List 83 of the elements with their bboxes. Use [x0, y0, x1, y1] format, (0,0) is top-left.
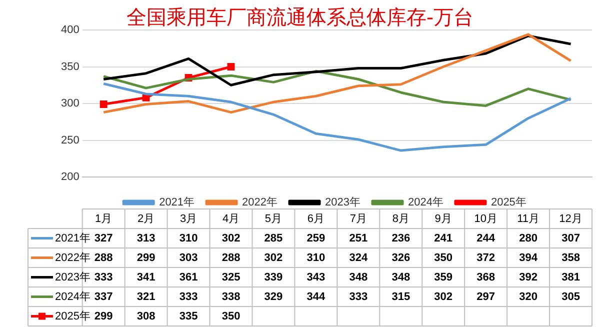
data-label: 288: [94, 252, 113, 264]
data-label: 350: [434, 252, 453, 264]
data-label: 280: [519, 232, 538, 244]
y-tick-label: 400: [60, 24, 80, 36]
legend-label: 2023年: [325, 196, 360, 209]
data-label: 251: [349, 232, 368, 244]
text: 2021年: [55, 232, 90, 244]
data-label: 325: [222, 271, 240, 284]
data-label: 348: [349, 271, 368, 284]
data-label: 310: [179, 232, 198, 244]
data-label: 308: [136, 310, 156, 322]
data-label: 321: [136, 290, 156, 303]
data-label: 344: [306, 290, 326, 303]
data-label: 244: [476, 232, 496, 244]
legend-label: 2022年: [242, 196, 278, 209]
chart-title: 全国乘用车厂商流通体系总体库存-万台: [126, 5, 474, 29]
data-label: 320: [519, 290, 538, 303]
data-label: 333: [94, 271, 113, 284]
y-tick-label: 350: [60, 60, 80, 73]
legend-label: 2021年: [159, 196, 195, 209]
data-label: 341: [136, 271, 156, 284]
data-label: 327: [94, 232, 113, 244]
data-label: 333: [179, 290, 198, 303]
data-label: 338: [222, 290, 240, 303]
x-tick-label: 1月: [95, 212, 112, 225]
data-label: 339: [264, 271, 283, 284]
text: 2023年: [55, 271, 90, 284]
y-tick-label: 300: [60, 98, 80, 110]
data-label: 324: [349, 252, 368, 264]
data-label: 358: [562, 252, 580, 264]
data-label: 335: [179, 310, 198, 322]
x-tick-label: 5月: [264, 212, 282, 225]
x-tick-label: 12月: [559, 212, 582, 225]
data-label: 288: [222, 252, 240, 264]
data-label: 329: [264, 290, 283, 303]
x-tick-label: 2月: [137, 212, 155, 225]
data-label: 394: [519, 252, 538, 264]
data-label: 303: [179, 252, 198, 264]
data-label: 305: [562, 290, 580, 303]
data-label: 302: [434, 290, 453, 303]
text: 2024年: [55, 290, 90, 303]
data-label: 359: [434, 271, 453, 284]
data-label: 315: [392, 290, 410, 303]
x-tick-label: 4月: [222, 212, 240, 225]
data-label: 337: [94, 290, 113, 303]
data-label: 361: [179, 271, 198, 284]
data-label: 285: [264, 232, 283, 244]
data-label: 307: [562, 232, 580, 244]
data-label: 392: [519, 271, 538, 284]
data-label: 333: [349, 290, 368, 303]
data-label: 313: [136, 232, 156, 244]
legend-label: 2025年: [55, 310, 90, 322]
legend-label: 2024年: [408, 196, 444, 209]
x-tick-label: 6月: [307, 212, 325, 225]
data-label: 326: [392, 252, 410, 264]
text: 2025年: [490, 196, 526, 209]
y-tick-label: 200: [60, 171, 80, 184]
y-tick-label: 250: [60, 134, 80, 146]
data-label: 299: [136, 252, 156, 264]
data-label: 310: [306, 252, 326, 264]
x-tick-label: 11月: [517, 212, 540, 225]
data-label: 350: [222, 310, 240, 322]
data-label: 297: [476, 290, 496, 303]
data-label: 259: [306, 232, 326, 244]
data-label: 343: [306, 271, 326, 284]
data-label: 368: [476, 271, 496, 284]
x-tick-label: 8月: [392, 212, 410, 225]
text: 2022年: [55, 252, 90, 264]
data-label: 302: [264, 252, 283, 264]
data-label: 348: [392, 271, 410, 284]
x-tick-label: 7月: [350, 212, 367, 225]
data-label: 372: [476, 252, 496, 264]
data-label: 236: [392, 232, 410, 244]
point: [142, 94, 150, 102]
data-label: 302: [222, 232, 240, 244]
x-tick-label: 10月: [474, 212, 498, 225]
point: [227, 63, 235, 70]
point: [100, 100, 108, 108]
data-label: 241: [434, 232, 453, 244]
data-label: 299: [94, 310, 113, 322]
x-tick-label: 3月: [180, 212, 198, 225]
data-label: 381: [562, 271, 580, 284]
x-tick-label: 9月: [434, 212, 452, 225]
